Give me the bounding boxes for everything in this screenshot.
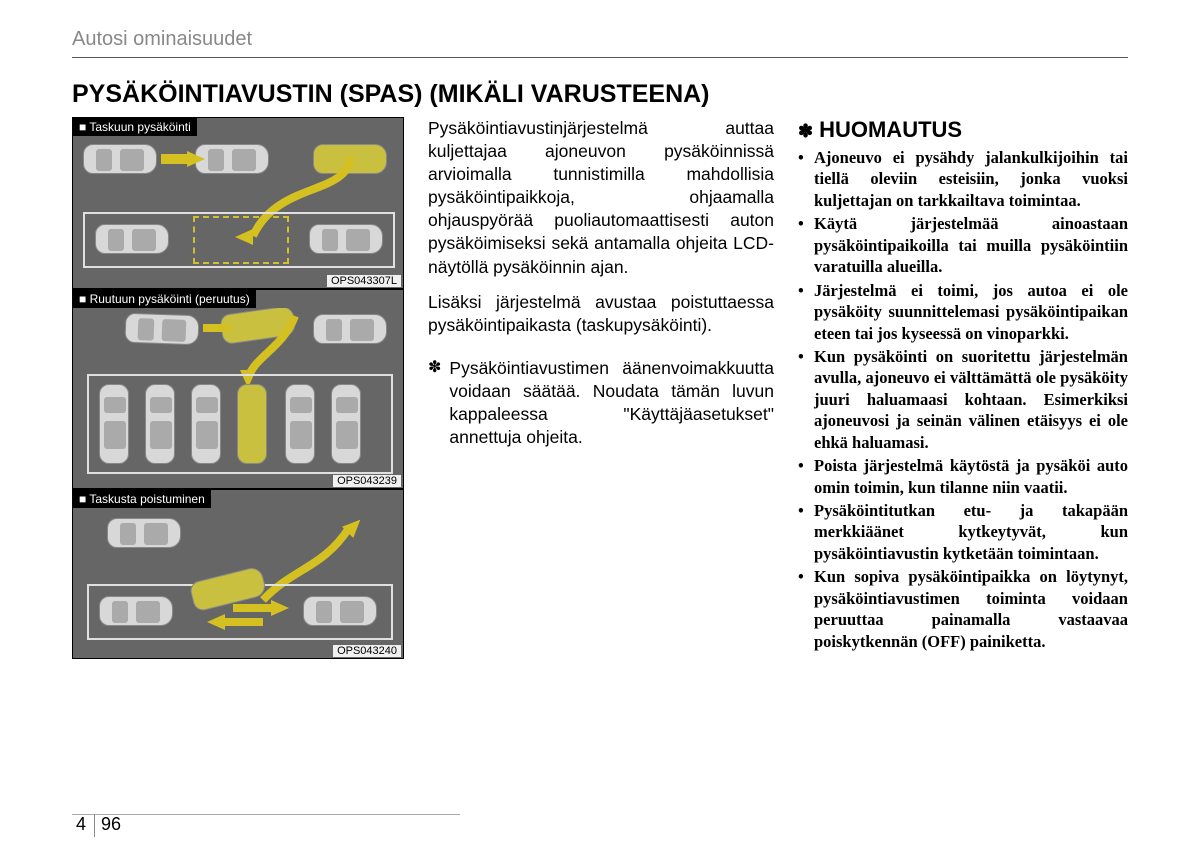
notice-item: Pysäköintitutkan etu- ja takapään merkki…	[798, 500, 1128, 564]
figure2-label: Ruutuun pysäköinti (peruutus)	[90, 292, 250, 306]
figure1-code: OPS043307L	[327, 275, 401, 287]
page-number-value: 96	[95, 814, 121, 837]
figure3-label: Taskusta poistuminen	[89, 492, 204, 506]
figures-column: ■ Taskuun pysäköinti	[72, 117, 404, 659]
content-columns: ■ Taskuun pysäköinti	[72, 117, 1128, 659]
body-note: ✽ Pysäköintiavustimen äänenvoimakkuutta …	[428, 357, 774, 449]
notice-title-row: ✽ HUOMAUTUS	[798, 117, 1128, 143]
notice-item: Kun sopiva pysäköintipaikka on löytynyt,…	[798, 566, 1128, 652]
body-column: Pysäköintiavustinjärjestelmä auttaa kulj…	[428, 117, 774, 659]
notice-column: ✽ HUOMAUTUS Ajoneuvo ei pysähdy jalankul…	[798, 117, 1128, 659]
figure1-label: Taskuun pysäköinti	[89, 120, 190, 134]
note-mark-icon: ✽	[428, 357, 441, 449]
page-chapter: 4	[76, 814, 95, 837]
body-paragraph-1: Pysäköintiavustinjärjestelmä auttaa kulj…	[428, 117, 774, 279]
figure3-code: OPS043240	[333, 645, 401, 657]
notice-title: HUOMAUTUS	[819, 117, 962, 143]
section-header: Autosi ominaisuudet	[72, 28, 1128, 58]
body-paragraph-2: Lisäksi järjestelmä avustaa poistuttaess…	[428, 291, 774, 337]
page-number: 4 96	[76, 814, 121, 837]
figure-parallel-parking: ■ Taskuun pysäköinti	[72, 117, 404, 289]
notice-item: Järjestelmä ei toimi, jos autoa ei ole p…	[798, 280, 1128, 344]
notice-item: Ajoneuvo ei pysähdy jalankulkijoihin tai…	[798, 147, 1128, 211]
manual-page: Autosi ominaisuudet PYSÄKÖINTIAVUSTIN (S…	[0, 0, 1200, 845]
notice-mark-icon: ✽	[798, 121, 813, 142]
footer-divider	[72, 814, 460, 815]
notice-item: Käytä järjestelmää ainoastaan pysäköinti…	[798, 213, 1128, 277]
notice-list: Ajoneuvo ei pysähdy jalankulkijoihin tai…	[798, 147, 1128, 652]
figure-perpendicular-parking: ■ Ruutuun pysäköinti (peruutus)	[72, 289, 404, 489]
notice-item: Poista järjestelmä käytöstä ja pysäköi a…	[798, 455, 1128, 498]
figure2-code: OPS043239	[333, 475, 401, 487]
notice-item: Kun pysäköinti on suoritettu järjestelmä…	[798, 346, 1128, 453]
note-text: Pysäköintiavustimen äänenvoimakkuutta vo…	[449, 357, 774, 449]
page-title: PYSÄKÖINTIAVUSTIN (SPAS) (MIKÄLI VARUSTE…	[72, 80, 1128, 109]
figure-parking-exit: ■ Taskusta poistuminen	[72, 489, 404, 659]
